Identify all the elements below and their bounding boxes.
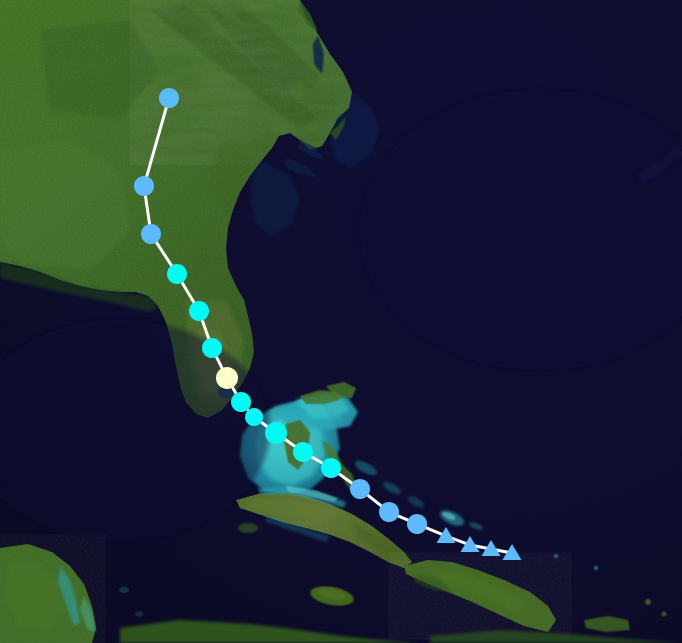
track-point-tropical-wave xyxy=(481,540,501,557)
track-point-tropical-storm xyxy=(293,442,313,462)
track-point-tropical-depression xyxy=(350,479,370,499)
track-polyline xyxy=(142,96,514,555)
track-point-tropical-storm xyxy=(321,458,341,478)
track-point-category-1 xyxy=(216,367,238,389)
track-point-tropical-storm xyxy=(245,408,263,426)
track-point-tropical-storm xyxy=(202,338,222,358)
track-point-tropical-wave xyxy=(502,544,522,561)
track-point-tropical-wave xyxy=(460,536,480,553)
track-point-tropical-depression xyxy=(407,514,427,534)
track-point-tropical-depression xyxy=(141,224,161,244)
track-point-tropical-depression xyxy=(159,88,179,108)
landmass-united-states xyxy=(0,0,352,418)
track-point-tropical-depression xyxy=(134,176,154,196)
track-point-tropical-storm xyxy=(167,264,187,284)
track-point-tropical-storm xyxy=(265,422,287,444)
track-point-tropical-wave xyxy=(436,527,456,544)
track-point-tropical-storm xyxy=(189,301,209,321)
landmass-hispaniola xyxy=(404,560,630,632)
landmass-yucatan xyxy=(0,544,143,643)
track-point-tropical-depression xyxy=(379,502,399,522)
landmass-south-edge xyxy=(120,620,682,643)
track-point-tropical-storm xyxy=(231,392,251,412)
track-line xyxy=(142,96,514,555)
track-points xyxy=(134,88,522,561)
lesser-antilles xyxy=(554,554,667,617)
landmass-jamaica xyxy=(310,586,354,606)
